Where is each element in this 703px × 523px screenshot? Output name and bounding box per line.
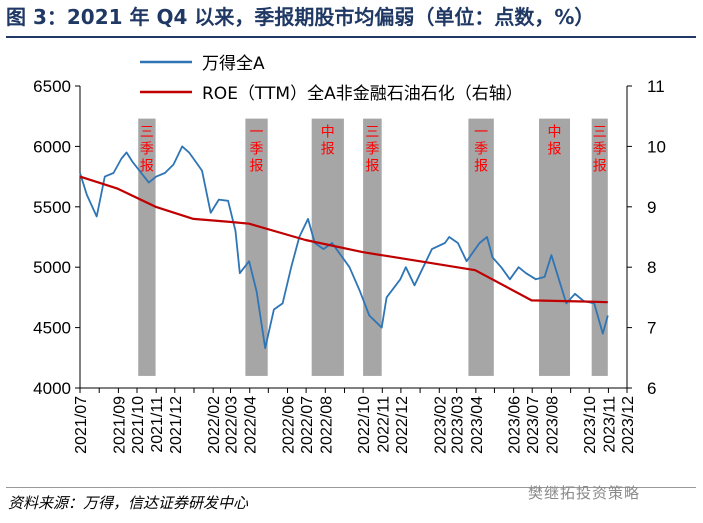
y-left-tick-label: 5000: [33, 258, 71, 277]
y-left-tick-label: 6000: [33, 137, 71, 156]
chart-title: 图 3：2021 年 Q4 以来，季报期股市均偏弱（单位：点数，%）: [6, 5, 595, 29]
x-tick-label: 2023/08: [544, 396, 561, 454]
x-tick-label: 2022/02: [206, 396, 223, 454]
x-tick-label: 2022/07: [299, 396, 316, 454]
shaded-period-5: [539, 118, 571, 376]
x-tick-label: 2022/10: [356, 396, 373, 454]
x-tick-label: 2023/03: [450, 396, 467, 454]
x-tick-label: 2022/08: [318, 396, 335, 454]
x-tick-label: 2023/11: [601, 396, 618, 453]
x-tick-label: 2022/06: [281, 396, 298, 454]
x-tick-label: 2022/12: [394, 396, 411, 454]
shaded-period-label: 三季报: [140, 125, 154, 175]
y-right-tick-label: 6: [647, 379, 656, 398]
y-right-tick-label: 9: [647, 198, 656, 217]
shaded-period-label: 中报: [321, 125, 335, 158]
x-tick-label: 2023/06: [507, 396, 524, 454]
y-right-tick-label: 8: [647, 258, 656, 277]
shaded-period-label: 中报: [548, 125, 562, 158]
x-tick-label: 2021/12: [168, 396, 185, 454]
shaded-period-label: 一季报: [250, 125, 264, 175]
source-note: 资料来源：万得，信达证券研发中心: [8, 494, 249, 512]
series-line-1: [79, 175, 608, 304]
y-left-tick-label: 4000: [33, 379, 71, 398]
title-divider: [6, 36, 696, 38]
x-tick-label: 2022/11: [375, 396, 392, 453]
legend-label-0: 万得全A: [202, 54, 265, 74]
y-right-tick-label: 7: [647, 319, 656, 338]
x-tick-label: 2021/09: [111, 396, 128, 454]
y-left-tick-label: 6500: [33, 77, 71, 96]
x-tick-label: 2021/11: [149, 396, 166, 453]
shaded-period-1: [245, 118, 268, 376]
source-divider: [6, 487, 696, 488]
x-tick-label: 2023/12: [620, 396, 637, 454]
x-tick-label: 2021/07: [73, 396, 90, 454]
stock-roe-chart: 三季报 一季报 中报 三季报 一季报 中报 三季报 4000 4500 5000 5500 6000 6…: [33, 54, 666, 454]
x-tick-label: 2022/03: [224, 396, 241, 454]
x-tick-label: 2023/10: [582, 396, 599, 454]
watermark-text: 樊继拓投资策略: [528, 484, 641, 502]
x-tick-label: 2022/04: [243, 396, 260, 454]
shaded-period-label: 三季报: [593, 125, 607, 175]
shaded-period-0: [138, 118, 156, 376]
y-right-tick-label: 11: [647, 77, 665, 96]
shaded-period-label: 三季报: [365, 125, 379, 175]
x-tick-label: 2023/04: [469, 396, 486, 454]
x-tick-label: 2023/07: [525, 396, 542, 454]
x-tick-label: 2021/10: [130, 396, 147, 454]
series-line-0: [79, 145, 609, 349]
shaded-period-label: 一季报: [474, 125, 488, 175]
legend-label-1: ROE（TTM）全A非金融石油石化（右轴）: [202, 84, 523, 104]
x-tick-label: 2023/02: [432, 396, 449, 454]
y-right-tick-label: 10: [647, 137, 666, 156]
y-left-tick-label: 4500: [33, 319, 71, 338]
y-left-tick-label: 5500: [33, 198, 71, 217]
